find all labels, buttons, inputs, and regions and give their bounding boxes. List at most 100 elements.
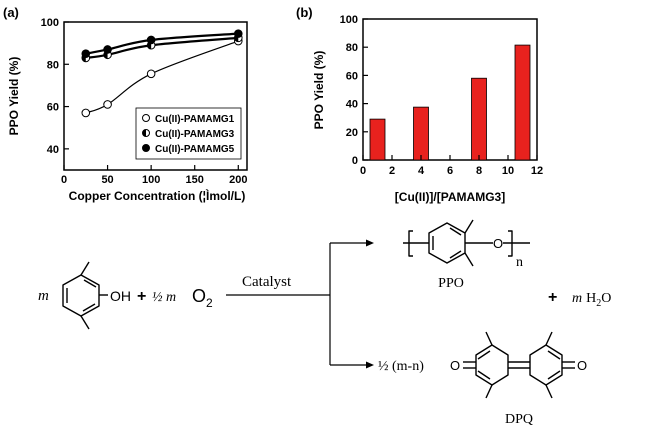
panel-label-b: (b) — [296, 5, 313, 20]
data-point-g5 — [103, 45, 112, 54]
y-tick-label-a: 100 — [41, 17, 59, 29]
data-point-g5 — [81, 49, 91, 59]
dpq-ring-right — [529, 344, 563, 386]
x-tick-label-b: 8 — [476, 165, 482, 177]
reaction-arrows — [226, 242, 368, 366]
ppo-methyl-bottom — [464, 252, 474, 267]
data-point-g5 — [233, 29, 243, 38]
dpq-oxygen-right: O — [577, 358, 587, 373]
y-axis-title-b: PPO Yield (%) — [312, 51, 326, 130]
bar — [369, 118, 386, 161]
y-tick-label-b: 60 — [346, 70, 358, 82]
x-tick-label-b: 4 — [418, 165, 425, 177]
axis-ticks-b: 0 2 4 6 8 10 12 0 20 40 60 80 100 — [340, 14, 543, 177]
dpq-oxygen-left: O — [450, 358, 460, 373]
dpq-methyl-3 — [545, 331, 553, 346]
ppo-arrowhead — [366, 239, 374, 247]
series-curves-a — [85, 32, 239, 114]
y-tick-label-b: 100 — [340, 14, 358, 26]
x-tick-label-b: 6 — [447, 165, 453, 177]
m-coefficient: m — [38, 288, 49, 304]
ppo-ring — [428, 222, 466, 264]
legend-entry-g1: Cu(II)-PAMAMG1 — [142, 114, 235, 125]
x-tick-label-b: 0 — [360, 165, 366, 177]
reaction-scheme: m OH + ½ m O2 Catalyst O — [38, 219, 611, 427]
x-tick-label-a: 100 — [142, 174, 160, 186]
oxygen-symbol: O — [192, 286, 206, 306]
dpq-structure — [463, 331, 575, 399]
dimethylphenol-structure — [62, 261, 108, 330]
axis-ticks-a: 0 50 100 150 200 40 60 80 100 — [41, 17, 248, 186]
y-tick-label-a: 40 — [47, 144, 59, 156]
series-line-open-circle — [85, 40, 239, 114]
plot-frame-a — [63, 21, 248, 171]
y-axis-title-a: PPO Yield (%) — [7, 57, 21, 136]
series-points-a — [81, 29, 243, 118]
legend-entry-g5: Cu(II)-PAMAMG5 — [142, 144, 235, 155]
ppo-oxygen: O — [493, 236, 503, 251]
x-tick-label-b: 12 — [531, 165, 543, 177]
x-tick-label-b: 10 — [502, 165, 514, 177]
data-point-g1 — [81, 108, 91, 118]
ppo-structure — [403, 219, 530, 267]
legend-entry-g3: Cu(II)-PAMAMG3 — [142, 129, 235, 140]
x-tick-label-b: 2 — [389, 165, 395, 177]
bar — [413, 106, 429, 161]
y-tick-label-b: 40 — [346, 99, 358, 111]
ppo-methyl-top — [464, 219, 474, 234]
oxygen-subscript: 2 — [206, 296, 213, 310]
water-m-coefficient: m — [572, 291, 582, 306]
y-tick-label-b: 80 — [346, 42, 358, 54]
dpq-label: DPQ — [505, 412, 533, 427]
x-tick-label-a: 50 — [101, 174, 113, 186]
x-tick-label-a: 200 — [229, 174, 247, 186]
data-point-g1 — [103, 100, 112, 109]
oh-group: OH — [110, 288, 131, 304]
water-h: H — [586, 291, 596, 306]
ppo-subscript-n: n — [516, 255, 523, 270]
half-m-coefficient: ½ m — [152, 290, 176, 305]
series-line-half-filled-circle — [85, 36, 239, 60]
bar — [471, 77, 487, 161]
data-point-g5 — [146, 35, 156, 45]
svg-text:O2: O2 — [192, 286, 213, 310]
legend-marker-open-circle — [142, 114, 150, 122]
x-tick-label-a: 150 — [186, 174, 204, 186]
methyl-bottom — [80, 315, 90, 330]
dpq-methyl-1 — [485, 331, 493, 346]
y-tick-label-a: 60 — [47, 102, 59, 114]
water-subscript: 2 — [596, 298, 601, 309]
bars-b — [369, 44, 531, 161]
y-tick-label-b: 0 — [352, 155, 358, 167]
x-axis-title-b: [Cu(II)]/[PAMAMG3] — [395, 190, 505, 204]
water-o: O — [601, 291, 611, 306]
plus-sign: + — [137, 288, 146, 305]
bar — [514, 44, 531, 161]
data-point-g1 — [146, 69, 156, 79]
legend-label-g5: Cu(II)-PAMAMG5 — [155, 144, 235, 155]
dpq-arrowhead — [366, 361, 374, 369]
legend-marker-filled-circle — [142, 144, 150, 152]
plot-frame-b — [362, 18, 538, 161]
ppo-label: PPO — [438, 276, 464, 291]
y-tick-label-a: 80 — [47, 59, 59, 71]
legend-a: Cu(II)-PAMAMG1 Cu(II)-PAMAMG3 Cu(II)-PAM… — [135, 107, 242, 160]
methyl-top — [80, 261, 90, 276]
dpq-methyl-2 — [485, 384, 493, 399]
dpq-coefficient: ½ (m-n) — [378, 359, 424, 374]
panel-label-a: (a) — [3, 5, 19, 20]
catalyst-label: Catalyst — [242, 274, 292, 290]
legend-label-g1: Cu(II)-PAMAMG1 — [155, 114, 235, 125]
x-tick-label-a: 0 — [61, 174, 67, 186]
legend-box-a — [135, 107, 242, 160]
dpq-ring-left — [475, 344, 509, 386]
phenol-ring — [62, 274, 100, 317]
legend-label-g3: Cu(II)-PAMAMG3 — [155, 129, 235, 140]
legend-marker-half-fill — [142, 129, 146, 137]
dpq-methyl-4 — [545, 384, 553, 399]
water-plus-sign: + — [548, 289, 557, 306]
